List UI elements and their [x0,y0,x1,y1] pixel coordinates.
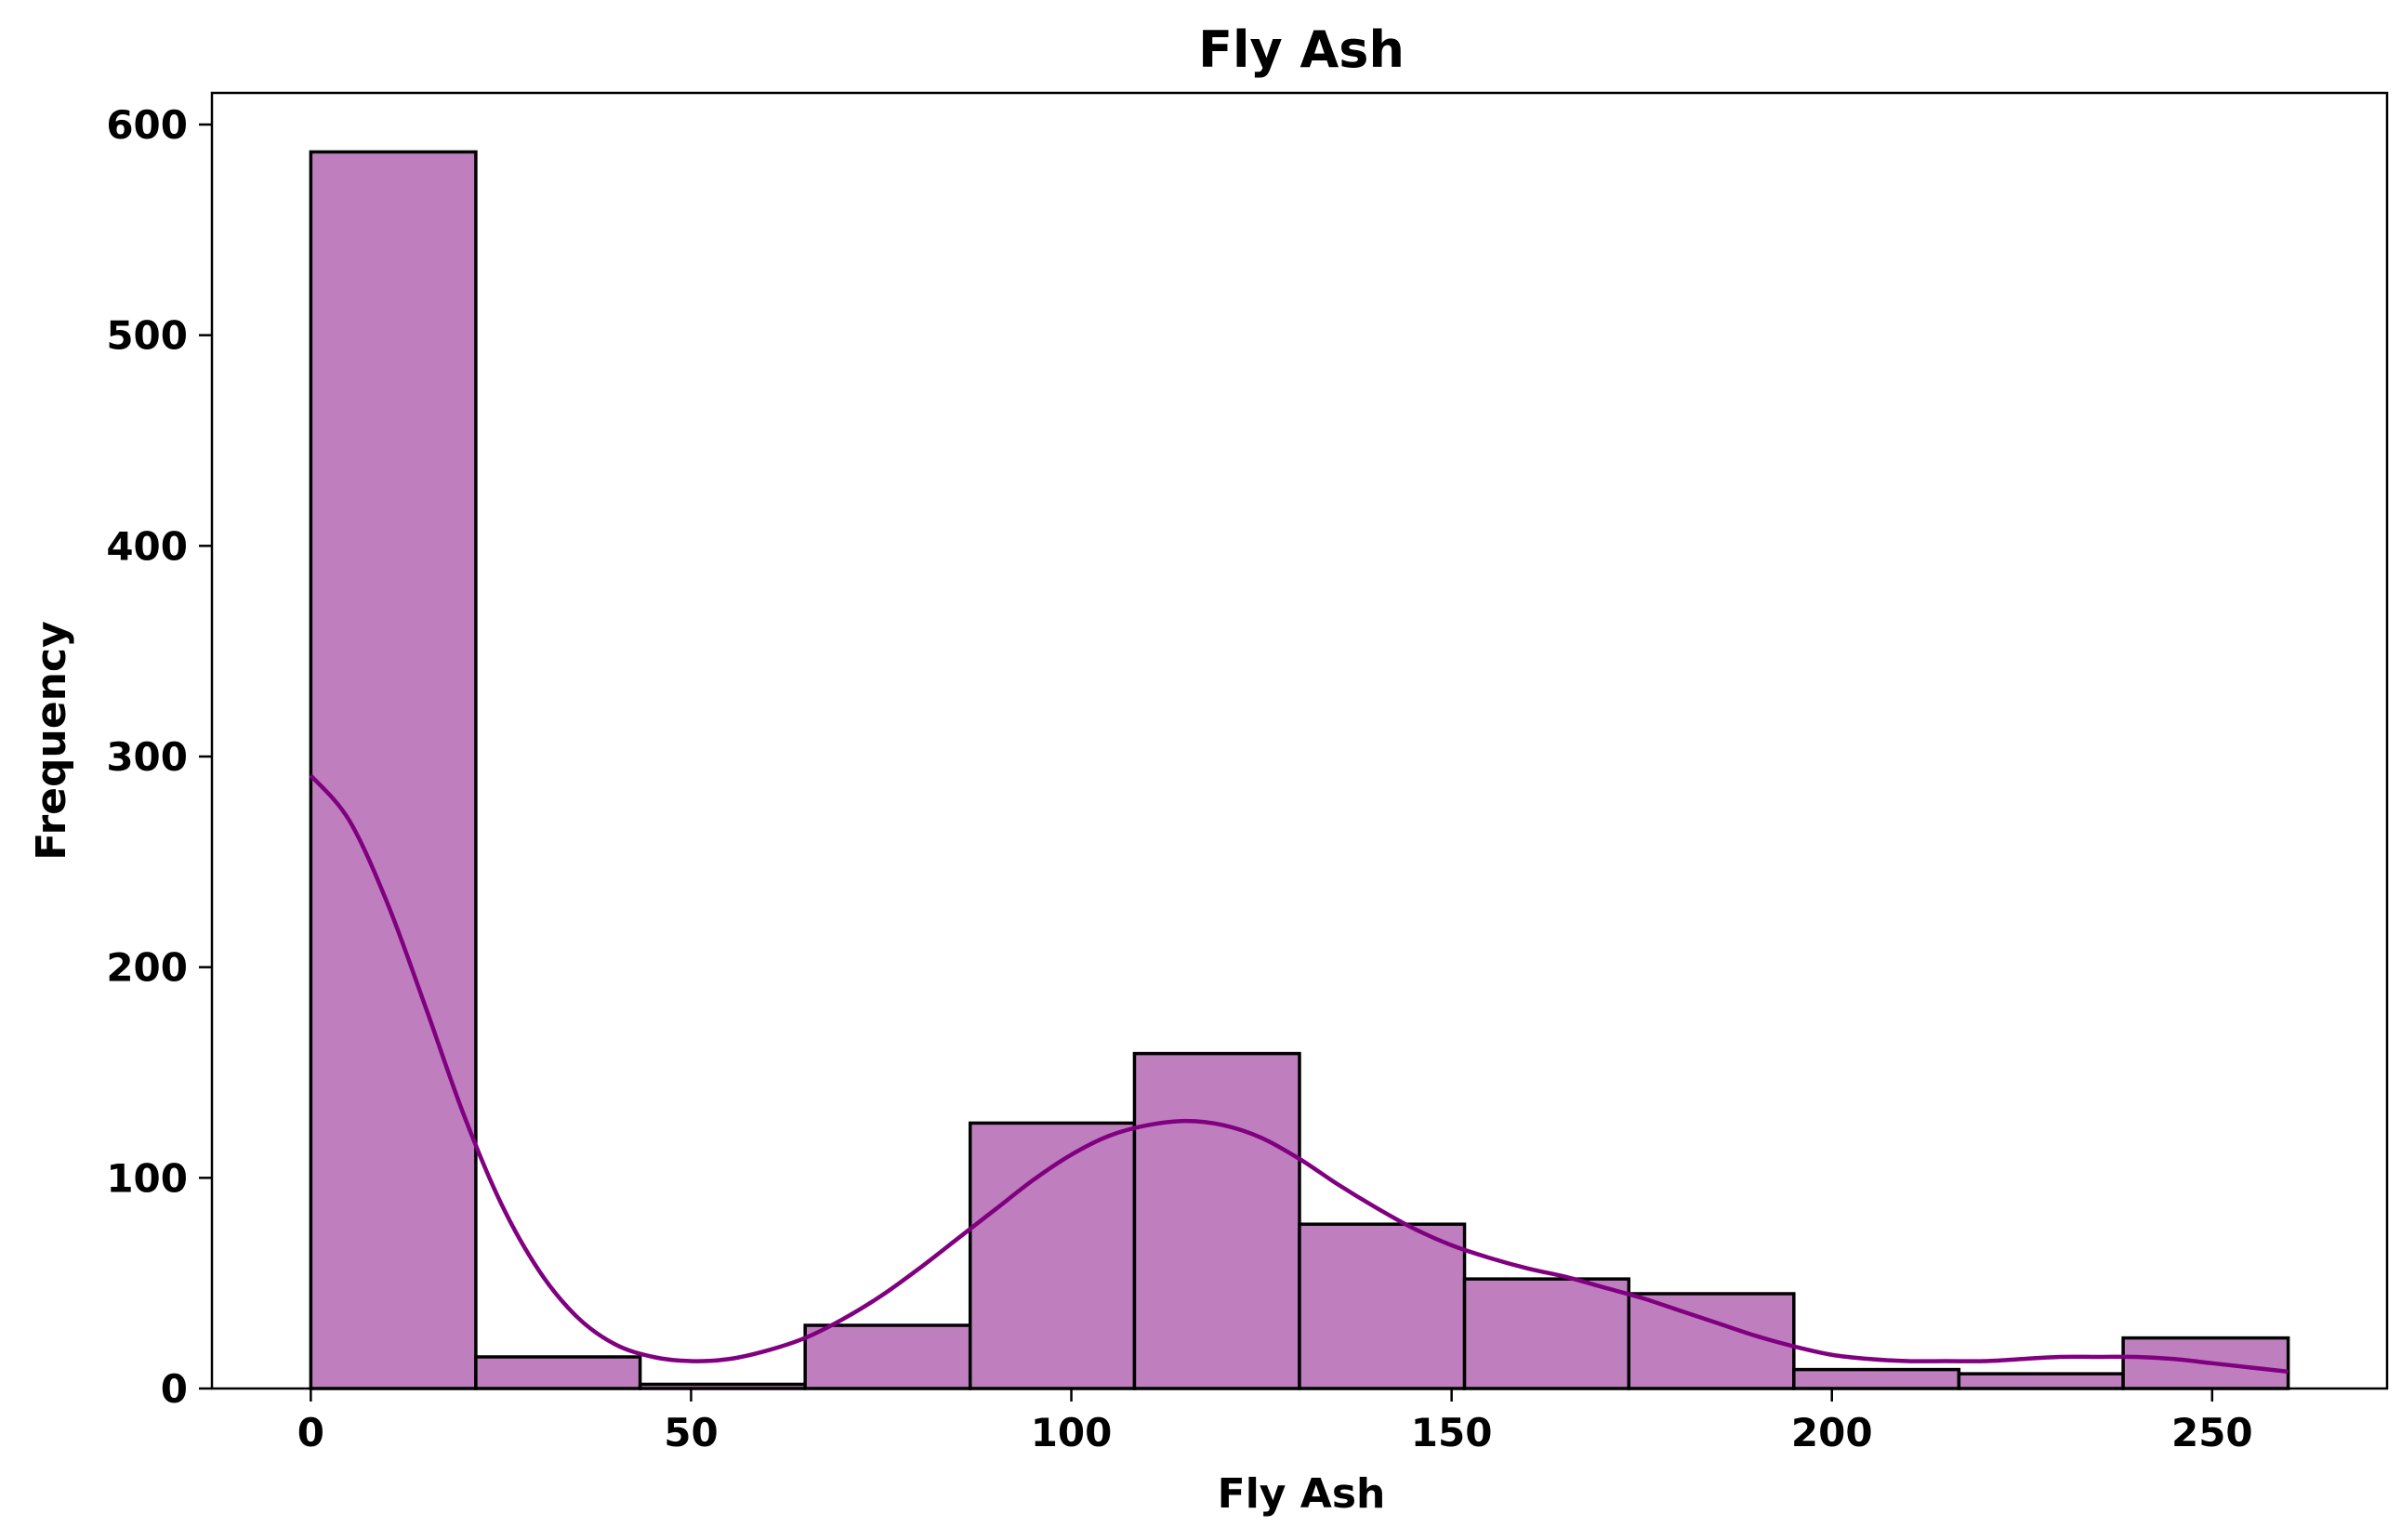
histogram-bar-6 [1298,1222,1467,1390]
histogram-bars [309,150,2290,1390]
x-tick-label-100: 100 [1031,1410,1113,1455]
histogram-bar-10 [1957,1372,2125,1390]
x-tick-label-250: 250 [2171,1410,2253,1455]
y-tick-label-600: 600 [106,102,188,148]
y-axis-label: Frequency [28,621,75,861]
histogram-bar-7 [1462,1277,1631,1390]
histogram-bar-5 [1132,1051,1301,1390]
y-tick-label-400: 400 [106,523,188,569]
x-axis-ticks: 0 50 100 150 200 250 [297,1389,2253,1455]
y-tick-label-0: 0 [161,1366,188,1412]
y-tick-label-100: 100 [106,1155,188,1201]
x-tick-label-200: 200 [1791,1410,1873,1455]
histogram-bar-9 [1792,1367,1961,1390]
y-tick-label-300: 300 [106,734,188,780]
x-tick-label-50: 50 [664,1410,718,1455]
x-axis-label: Fly Ash [1218,1470,1386,1518]
x-tick-label-150: 150 [1411,1410,1493,1455]
histogram-bar-1 [474,1355,642,1390]
y-axis-ticks: 0 100 200 300 400 500 600 [106,102,212,1412]
x-tick-label-0: 0 [297,1410,324,1455]
y-tick-label-500: 500 [106,313,188,359]
chart-title: Fly Ash [1198,20,1405,79]
histogram-bar-0 [309,150,478,1390]
kde-curve [309,773,2289,1375]
histogram-bar-4 [968,1121,1137,1390]
histogram-bar-3 [803,1323,972,1390]
y-tick-label-200: 200 [106,945,188,991]
plot-area-frame [210,91,2389,1390]
